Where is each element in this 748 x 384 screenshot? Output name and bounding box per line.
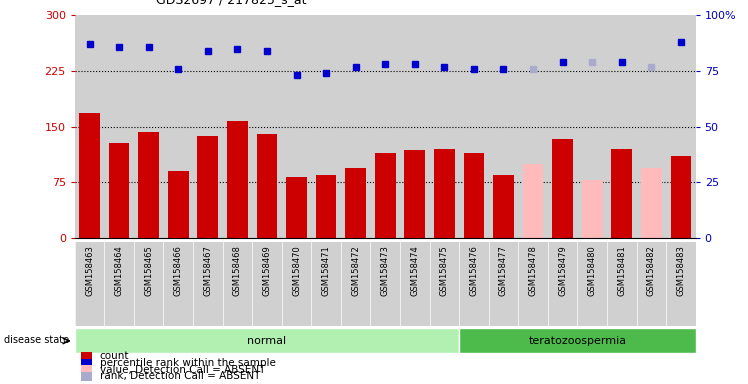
Text: GSM158478: GSM158478 (529, 245, 538, 296)
Bar (637, 242, 666, 326)
Bar (311, 242, 341, 326)
Bar (193, 242, 223, 326)
Bar (370, 242, 400, 326)
Bar (316, 175, 337, 238)
Bar (81, 366, 92, 374)
Bar (227, 121, 248, 238)
Bar (79, 113, 100, 238)
Bar (370, 15, 400, 238)
Bar (637, 15, 666, 238)
Bar (400, 242, 429, 326)
Bar (488, 15, 518, 238)
Bar (164, 15, 193, 238)
Bar (341, 242, 370, 326)
Bar (108, 143, 129, 238)
Bar (375, 153, 396, 238)
Text: teratozoospermia: teratozoospermia (528, 336, 626, 346)
Bar (518, 15, 548, 238)
Text: GSM158467: GSM158467 (203, 245, 212, 296)
Text: rank, Detection Call = ABSENT: rank, Detection Call = ABSENT (99, 371, 260, 381)
Bar (577, 242, 607, 326)
Bar (223, 15, 252, 238)
Bar (464, 153, 484, 238)
Bar (552, 139, 573, 238)
Bar (138, 132, 159, 238)
Text: value, Detection Call = ABSENT: value, Detection Call = ABSENT (99, 365, 265, 375)
Text: percentile rank within the sample: percentile rank within the sample (99, 358, 275, 368)
Bar (252, 15, 282, 238)
Bar (434, 149, 455, 238)
Bar (286, 177, 307, 238)
Bar (311, 15, 341, 238)
Bar (607, 15, 637, 238)
Text: GSM158475: GSM158475 (440, 245, 449, 296)
Bar (282, 242, 311, 326)
Text: GSM158464: GSM158464 (114, 245, 123, 296)
Text: GSM158471: GSM158471 (322, 245, 331, 296)
Bar (341, 15, 370, 238)
Bar (75, 15, 105, 238)
Bar (488, 242, 518, 326)
Text: GSM158482: GSM158482 (647, 245, 656, 296)
Text: GSM158474: GSM158474 (411, 245, 420, 296)
Bar (168, 171, 188, 238)
Bar (75, 328, 459, 353)
Bar (666, 242, 696, 326)
Bar (81, 359, 92, 367)
Bar (257, 134, 278, 238)
Bar (429, 242, 459, 326)
Bar (252, 242, 282, 326)
Text: GSM158477: GSM158477 (499, 245, 508, 296)
Bar (134, 15, 164, 238)
Bar (611, 149, 632, 238)
Bar (405, 151, 425, 238)
Bar (193, 15, 223, 238)
Bar (493, 175, 514, 238)
Bar (81, 352, 92, 361)
Text: GSM158480: GSM158480 (588, 245, 597, 296)
Bar (164, 242, 193, 326)
Text: GSM158465: GSM158465 (144, 245, 153, 296)
Bar (523, 164, 543, 238)
Text: GSM158481: GSM158481 (617, 245, 626, 296)
Text: GDS2697 / 217825_s_at: GDS2697 / 217825_s_at (156, 0, 306, 7)
Text: GSM158468: GSM158468 (233, 245, 242, 296)
Bar (577, 15, 607, 238)
Text: count: count (99, 351, 129, 361)
Bar (282, 15, 311, 238)
Text: GSM158476: GSM158476 (470, 245, 479, 296)
Text: GSM158473: GSM158473 (381, 245, 390, 296)
Bar (197, 136, 218, 238)
Bar (81, 372, 92, 381)
Bar (429, 15, 459, 238)
Bar (607, 242, 637, 326)
Bar (75, 242, 105, 326)
Bar (105, 15, 134, 238)
Text: GSM158470: GSM158470 (292, 245, 301, 296)
Text: disease state: disease state (4, 334, 69, 344)
Bar (459, 242, 488, 326)
Bar (548, 15, 577, 238)
Bar (548, 242, 577, 326)
Text: GSM158479: GSM158479 (558, 245, 567, 296)
Text: GSM158466: GSM158466 (174, 245, 183, 296)
Bar (582, 180, 603, 238)
Bar (223, 242, 252, 326)
Bar (400, 15, 429, 238)
Text: normal: normal (248, 336, 286, 346)
Bar (518, 242, 548, 326)
Bar (641, 167, 662, 238)
Bar (459, 328, 696, 353)
Bar (459, 15, 488, 238)
Text: GSM158483: GSM158483 (676, 245, 685, 296)
Text: GSM158463: GSM158463 (85, 245, 94, 296)
Bar (105, 242, 134, 326)
Bar (666, 15, 696, 238)
Bar (134, 242, 164, 326)
Bar (670, 156, 691, 238)
Text: GSM158469: GSM158469 (263, 245, 272, 296)
Bar (346, 167, 366, 238)
Text: GSM158472: GSM158472 (351, 245, 360, 296)
